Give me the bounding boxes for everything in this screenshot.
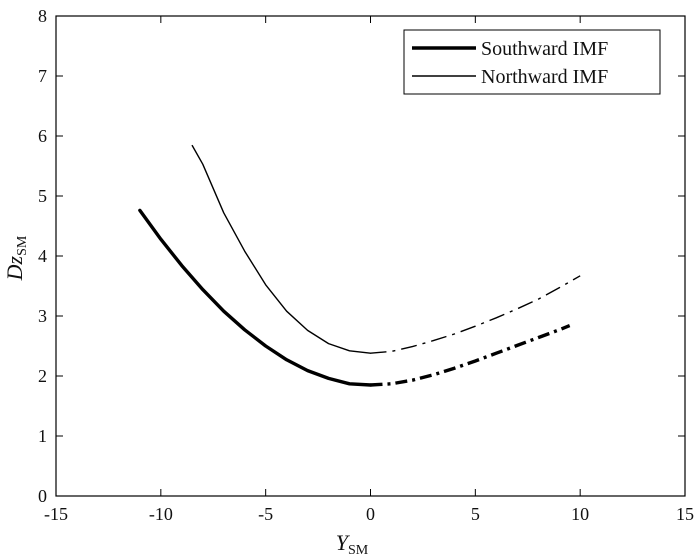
y-tick-label: 1 <box>38 426 47 446</box>
y-tick-label: 6 <box>38 126 47 146</box>
series-line-southward-imf-dashdot <box>370 324 571 387</box>
y-tick-label: 0 <box>38 486 47 506</box>
x-tick-label: 0 <box>366 504 375 524</box>
x-tick-label: -5 <box>258 504 273 524</box>
y-tick-label: 4 <box>38 246 47 266</box>
y-tick-label: 8 <box>38 6 47 26</box>
x-tick-label: -10 <box>149 504 173 524</box>
y-tick-label: 2 <box>38 366 47 386</box>
legend-label-northward: Northward IMF <box>481 66 608 88</box>
x-axis-label: YSM <box>336 530 369 558</box>
legend-box <box>403 29 661 95</box>
x-tick-label: 15 <box>676 504 694 524</box>
series-line-northward-imf-dashdot <box>370 275 581 354</box>
y-tick-label: 7 <box>38 66 47 86</box>
y-axis-label: DzSM <box>2 235 30 281</box>
series-line-southward-imf-solid <box>138 208 373 387</box>
x-tick-label: 5 <box>471 504 480 524</box>
series-line-northward-imf-solid <box>191 144 372 354</box>
x-tick-label: -15 <box>44 504 68 524</box>
legend: Southward IMF Northward IMF <box>403 29 661 95</box>
y-tick-label: 5 <box>38 186 47 206</box>
x-axis-ticks: -15 -10 -5 0 5 10 15 <box>44 16 694 524</box>
series-layer <box>138 144 581 387</box>
y-axis-ticks: 0 1 2 3 4 5 6 7 8 <box>38 6 685 506</box>
y-tick-label: 3 <box>38 306 47 326</box>
legend-label-southward: Southward IMF <box>481 38 608 60</box>
x-tick-label: 10 <box>571 504 589 524</box>
